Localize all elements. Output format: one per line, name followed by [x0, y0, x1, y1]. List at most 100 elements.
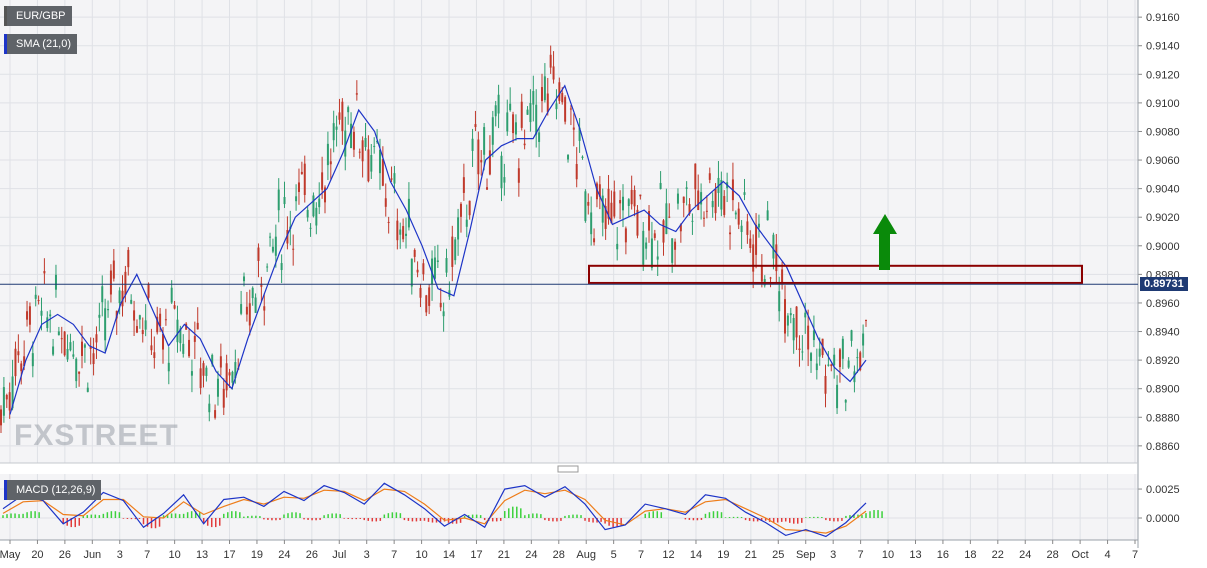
- candle-body: [23, 356, 26, 366]
- candle-body: [63, 331, 66, 356]
- candle-body: [483, 127, 486, 155]
- candle-body: [338, 112, 341, 120]
- candle-body: [865, 319, 867, 321]
- candle-body: [144, 320, 147, 330]
- candle-body: [332, 123, 335, 141]
- candle-body: [188, 339, 191, 357]
- candle-body: [156, 316, 159, 333]
- candle-body: [277, 189, 280, 211]
- candle-body: [807, 325, 810, 350]
- candle-body: [442, 311, 445, 317]
- candle-body: [352, 131, 355, 150]
- candle-body: [775, 244, 778, 272]
- time-tick-label: Aug: [576, 549, 596, 561]
- candle-body: [619, 199, 622, 204]
- candle-body: [755, 224, 758, 255]
- price-tick-label: 0.8940: [1146, 327, 1180, 339]
- candle-body: [416, 269, 419, 273]
- candle-body: [405, 233, 408, 236]
- candles-group: [0, 45, 867, 433]
- candle-body: [350, 123, 353, 149]
- time-tick-label: 10: [415, 549, 427, 561]
- candle-body: [830, 364, 833, 367]
- candle-body: [326, 143, 329, 166]
- candle-body: [581, 156, 584, 158]
- candle-body: [459, 203, 462, 217]
- time-tick-label: 7: [638, 549, 644, 561]
- time-tick-label: 17: [470, 549, 482, 561]
- time-tick-label: 21: [498, 549, 510, 561]
- sma-legend[interactable]: SMA (21,0): [4, 34, 78, 54]
- candle-body: [361, 140, 364, 162]
- time-tick-label: 22: [992, 549, 1004, 561]
- candle-body: [419, 287, 422, 298]
- candle-body: [636, 209, 639, 236]
- candle-body: [260, 283, 263, 287]
- candle-body: [433, 257, 436, 279]
- candle-body: [66, 348, 69, 360]
- time-tick-label: 4: [1104, 549, 1110, 561]
- candle-body: [5, 394, 8, 400]
- time-tick-label: 16: [937, 549, 949, 561]
- candle-body: [410, 258, 413, 287]
- candle-body: [798, 348, 801, 351]
- candle-body: [480, 159, 483, 163]
- candle-body: [694, 163, 697, 190]
- candle-body: [407, 198, 410, 228]
- symbol-legend[interactable]: EUR/GBP: [4, 6, 72, 26]
- candle-body: [639, 194, 642, 197]
- candle-body: [503, 177, 506, 183]
- candle-body: [497, 94, 500, 114]
- candle-body: [746, 221, 749, 235]
- candle-body: [812, 330, 815, 341]
- candle-body: [760, 265, 763, 282]
- candle-body: [364, 137, 367, 148]
- candle-body: [92, 353, 95, 365]
- candle-body: [173, 305, 176, 309]
- candle-body: [83, 344, 86, 348]
- candle-body: [20, 363, 23, 372]
- candle-body: [575, 164, 578, 180]
- panel-splitter-handle: [557, 465, 579, 473]
- time-tick-label: 14: [443, 549, 455, 561]
- candle-body: [572, 127, 575, 130]
- candle-body: [720, 179, 723, 210]
- candle-body: [199, 368, 202, 389]
- candle-body: [607, 188, 610, 219]
- price-tick-label: 0.9080: [1146, 126, 1180, 138]
- candle-body: [28, 306, 31, 325]
- candle-body: [133, 310, 136, 321]
- candle-body: [786, 315, 789, 326]
- candle-body: [555, 103, 558, 110]
- candle-body: [205, 367, 208, 376]
- candle-body: [245, 306, 248, 315]
- candle-body: [225, 363, 228, 391]
- candle-body: [827, 364, 830, 366]
- candle-body: [740, 225, 743, 233]
- candle-body: [682, 196, 685, 203]
- time-tick-label: 25: [772, 549, 784, 561]
- up-arrow-head: [873, 214, 897, 234]
- candle-body: [399, 229, 402, 235]
- candle-body: [512, 114, 515, 134]
- candle-body: [182, 343, 185, 354]
- candle-body: [243, 276, 246, 282]
- candle-body: [193, 336, 196, 342]
- candle-body: [303, 163, 306, 195]
- candle-body: [850, 330, 853, 341]
- candle-body: [457, 217, 460, 240]
- candle-body: [8, 392, 11, 411]
- candle-body: [491, 117, 494, 145]
- macd-legend[interactable]: MACD (12,26,9): [4, 480, 102, 500]
- candle-body: [593, 238, 596, 243]
- candle-body: [378, 149, 381, 174]
- candle-body: [196, 322, 199, 330]
- candle-body: [616, 243, 619, 250]
- candle-body: [263, 306, 266, 311]
- candle-body: [500, 155, 503, 189]
- candle-body: [567, 155, 570, 160]
- price-tick-label: 0.9160: [1146, 12, 1180, 24]
- time-tick-label: 14: [690, 549, 702, 561]
- candle-body: [176, 319, 179, 343]
- time-tick-label: 3: [364, 549, 370, 561]
